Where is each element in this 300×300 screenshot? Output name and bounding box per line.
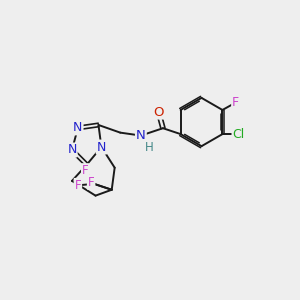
Text: N: N [67,143,77,157]
Text: Cl: Cl [232,128,245,141]
Text: N: N [97,141,106,154]
Text: F: F [88,176,94,189]
Text: F: F [232,96,239,109]
Text: H: H [145,141,154,154]
Text: N: N [136,129,146,142]
Text: N: N [73,122,83,134]
Text: O: O [153,106,164,118]
Text: F: F [74,179,81,192]
Text: F: F [82,164,88,177]
